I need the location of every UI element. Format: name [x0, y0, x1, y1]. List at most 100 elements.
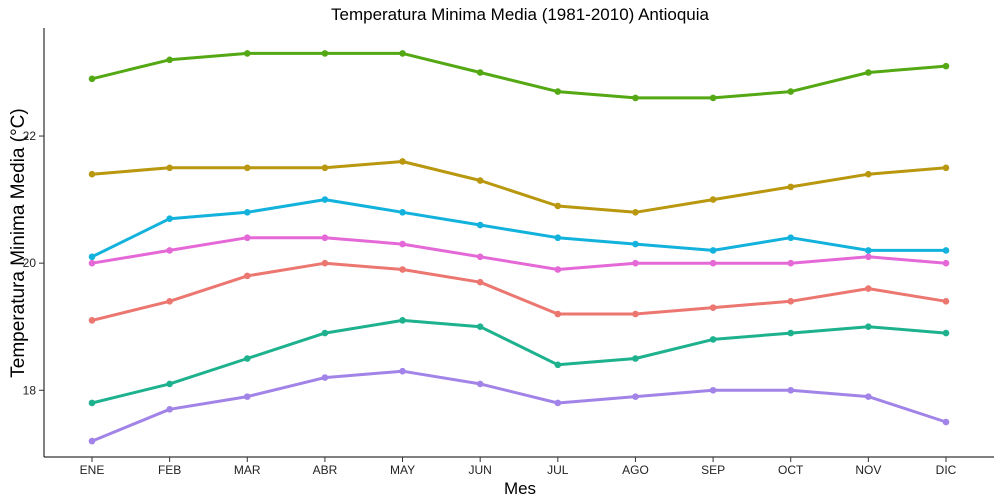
data-point-purple-sep — [709, 386, 717, 394]
data-point-purple-feb — [166, 406, 173, 413]
data-point-olive-dic — [942, 164, 950, 172]
data-point-purple-jun — [476, 380, 484, 388]
data-point-olive-sep — [709, 196, 717, 203]
data-point-green-may — [399, 50, 406, 57]
data-point-pink-feb — [166, 247, 173, 254]
data-point-purple-mar — [243, 393, 251, 400]
data-point-pink-jun — [476, 253, 484, 261]
x-tick-label: MAY — [390, 463, 415, 477]
data-point-olive-feb — [166, 164, 173, 172]
series-salmon — [88, 259, 950, 324]
data-point-blue-ago — [632, 240, 639, 248]
data-point-pink-ago — [632, 259, 639, 267]
data-point-pink-dic — [942, 259, 950, 267]
x-tick-label: DIC — [936, 463, 957, 477]
data-point-teal-sep — [709, 336, 717, 343]
data-point-salmon-ene — [88, 317, 96, 324]
data-point-purple-abr — [321, 374, 329, 381]
data-point-olive-jun — [476, 177, 484, 184]
data-point-purple-may — [399, 367, 406, 375]
data-point-blue-feb — [166, 215, 173, 222]
x-tick-label: ENE — [80, 463, 105, 477]
series-group — [88, 50, 950, 445]
data-point-teal-abr — [321, 329, 329, 337]
x-tick-label: OCT — [778, 463, 804, 477]
data-point-pink-nov — [865, 253, 872, 261]
data-point-pink-abr — [321, 234, 329, 242]
data-point-purple-nov — [865, 393, 872, 400]
series-line-salmon — [90, 261, 948, 322]
x-tick-label: JUN — [469, 463, 492, 477]
data-point-salmon-mar — [243, 272, 251, 280]
x-tick-label: SEP — [701, 463, 725, 477]
data-point-pink-may — [399, 240, 406, 248]
y-tick-label: 22 — [23, 129, 37, 143]
data-point-purple-ene — [88, 437, 96, 445]
data-point-salmon-oct — [787, 297, 795, 305]
data-point-teal-dic — [942, 329, 950, 337]
data-point-teal-mar — [243, 355, 251, 362]
data-point-purple-oct — [787, 386, 795, 394]
series-line-blue — [90, 198, 948, 259]
data-point-green-jun — [476, 69, 484, 76]
x-tick-label: MAR — [234, 463, 261, 477]
x-tick-label: AGO — [622, 463, 649, 477]
data-point-salmon-jun — [476, 278, 484, 286]
data-point-green-feb — [166, 56, 173, 64]
data-point-blue-mar — [243, 209, 251, 216]
data-point-blue-nov — [865, 247, 872, 254]
data-point-purple-dic — [942, 418, 950, 426]
data-point-teal-nov — [865, 323, 872, 331]
data-point-teal-ene — [88, 399, 96, 407]
series-line-purple — [90, 369, 948, 443]
series-line-olive — [90, 160, 948, 214]
data-point-blue-jul — [554, 234, 562, 242]
y-tick-label: 20 — [23, 256, 37, 270]
data-point-salmon-sep — [709, 304, 717, 311]
data-point-green-nov — [865, 69, 872, 76]
data-point-blue-ene — [88, 253, 96, 261]
data-point-olive-oct — [787, 183, 795, 191]
data-point-pink-ene — [88, 259, 96, 267]
series-teal — [88, 317, 950, 407]
data-point-blue-may — [399, 209, 406, 216]
data-point-olive-ago — [632, 209, 639, 216]
y-tick-label: 18 — [23, 383, 37, 397]
x-tick-label: FEB — [158, 463, 181, 477]
data-point-green-ago — [632, 94, 639, 102]
data-point-salmon-feb — [166, 297, 173, 305]
data-point-green-ene — [88, 75, 96, 83]
data-point-olive-nov — [865, 170, 872, 178]
x-axis-label: Mes — [504, 479, 536, 498]
data-point-pink-jul — [554, 266, 562, 273]
data-point-teal-feb — [166, 380, 173, 388]
data-point-salmon-may — [399, 266, 406, 273]
data-point-green-mar — [243, 50, 251, 57]
data-point-salmon-nov — [865, 285, 872, 292]
y-axis-label: Temperatura Minima Media (°C) — [8, 108, 29, 377]
chart-title: Temperatura Minima Media (1981-2010) Ant… — [331, 5, 710, 24]
data-point-pink-oct — [787, 259, 795, 267]
data-point-green-abr — [321, 50, 329, 57]
series-line-green — [90, 51, 948, 100]
series-line-pink — [90, 236, 948, 271]
data-point-teal-jun — [476, 323, 484, 331]
x-tick-label: JUL — [547, 463, 569, 477]
data-point-blue-abr — [321, 196, 329, 203]
data-point-olive-may — [399, 158, 406, 165]
series-purple — [88, 367, 950, 445]
data-point-olive-jul — [554, 202, 562, 210]
data-point-blue-sep — [709, 247, 717, 254]
data-point-green-oct — [787, 88, 795, 95]
series-olive — [88, 158, 950, 216]
data-point-salmon-abr — [321, 259, 329, 267]
x-tick-label: ABR — [313, 463, 338, 477]
data-point-pink-mar — [243, 234, 251, 242]
data-point-green-dic — [942, 62, 950, 70]
data-point-green-sep — [709, 94, 717, 102]
data-point-blue-jun — [476, 221, 484, 229]
data-point-purple-jul — [554, 399, 562, 407]
axis-ticks: ENE FEB MAR ABR MAY JUN JUL AGO SEP OCT NOV DIC 18 20… — [23, 129, 957, 477]
data-point-purple-ago — [632, 393, 639, 400]
data-point-salmon-ago — [632, 310, 639, 318]
